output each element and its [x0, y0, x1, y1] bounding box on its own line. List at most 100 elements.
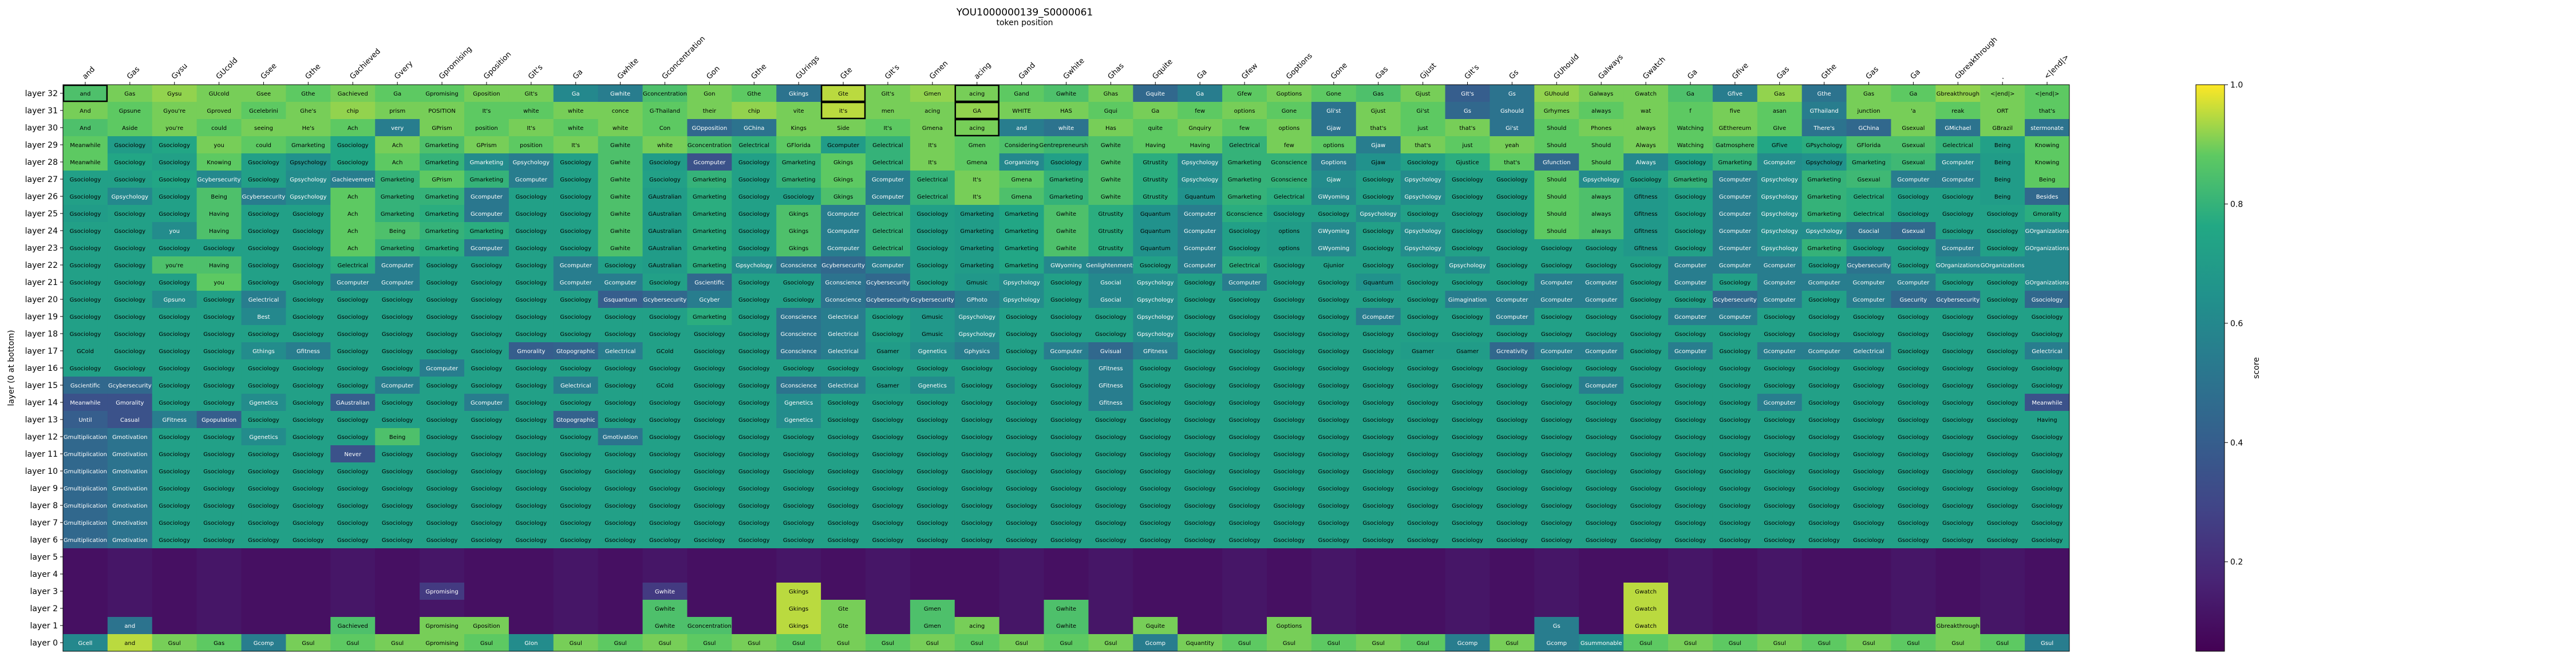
cell-label: Gcomputer [1496, 297, 1528, 303]
cell-label: Gsociology [1095, 417, 1127, 423]
cell-label: Gsociology [1229, 314, 1261, 320]
heatmap-cell [1846, 583, 1891, 600]
cell-label: GWyoming [1318, 246, 1349, 252]
cell-label: Gsociology [1274, 469, 1305, 475]
cell-label: Gpsychology [1761, 177, 1798, 183]
heatmap-cell [1757, 136, 1803, 154]
cell-label: conce [612, 108, 629, 114]
cell-label: Gsociology [114, 177, 146, 183]
heatmap-cell [1311, 583, 1357, 600]
heatmap-cell [1222, 600, 1267, 618]
cell-label: Gsociology [471, 331, 503, 338]
cell-label: Gsociology [1764, 434, 1795, 441]
cell-label: Gsociology [248, 211, 279, 217]
cell-label: Gsociology [961, 452, 993, 458]
cell-label: Gsociology [828, 520, 859, 527]
cell-label: Gsociology [560, 520, 591, 527]
heatmap-cell [420, 600, 465, 618]
cell-label: Gsociology [293, 434, 324, 441]
heatmap-cell [1935, 583, 1981, 600]
heatmap-cell [910, 188, 955, 205]
heatmap-cell [1534, 171, 1579, 188]
heatmap-cell [954, 102, 1000, 120]
heatmap-cell [910, 136, 955, 154]
heatmap-cell [1534, 102, 1579, 120]
cell-label: Gcybersecurity [643, 297, 687, 303]
heatmap-cell [508, 617, 554, 635]
heatmap-cell [776, 565, 821, 583]
cell-label: Gmultiplication [64, 503, 107, 509]
cell-label: Gsociology [738, 400, 770, 406]
cell-label: Gsociology [1184, 349, 1216, 355]
cell-label: Gwhite [1056, 211, 1076, 217]
cell-label: Gsociology [560, 246, 591, 252]
heatmap-cell [1712, 188, 1758, 205]
cell-label: Gsociology [337, 383, 369, 389]
cell-label: Gsociology [917, 486, 949, 492]
cell-label: Gwhite [610, 177, 630, 183]
cell-label: Gtopographic [556, 349, 595, 355]
heatmap-cell [1935, 548, 1981, 566]
heatmap-cell [1178, 153, 1223, 171]
y-tick-label: layer 31 [25, 106, 58, 116]
heatmap-cell [687, 565, 732, 583]
cell-label: Gsociology [1140, 263, 1171, 269]
cell-label: Gpsychology [1182, 160, 1218, 166]
cell-label: Gsul [1104, 640, 1117, 647]
y-tick-label: layer 24 [25, 227, 58, 236]
cell-label: GChina [1858, 125, 1879, 132]
heatmap-cell [63, 583, 108, 600]
heatmap-cell [152, 102, 197, 120]
cell-label: Gsociology [961, 400, 993, 406]
cell-label: Gte [838, 623, 848, 630]
cell-label: Gsociology [203, 400, 235, 406]
heatmap-cell [375, 583, 420, 600]
cell-label: Gsociology [516, 280, 547, 286]
cell-label: Gsociology [248, 263, 279, 269]
cell-label: Gfitness [1634, 211, 1658, 217]
heatmap-cell [196, 205, 242, 223]
y-tick-label: layer 6 [30, 536, 58, 545]
heatmap-cell [286, 565, 331, 583]
heatmap-cell [821, 188, 866, 205]
heatmap-cell [375, 85, 420, 102]
heatmap-cell [1846, 85, 1891, 102]
x-tick-label: and [81, 65, 97, 81]
cell-label: Gsociology [1274, 383, 1305, 389]
cell-label: Gbreakthrough [1937, 91, 1980, 97]
cell-label: Gsociology [1496, 211, 1528, 217]
cell-label: Gsociology [917, 417, 949, 423]
cell-label: Gsociology [961, 486, 993, 492]
cell-label: Gthe [301, 91, 315, 97]
cell-label: Gmorality [116, 400, 144, 406]
cell-label: Gsul [1862, 640, 1875, 647]
heatmap-cell [776, 102, 821, 120]
cell-label: Gsul [168, 640, 181, 647]
cell-label: Gsociology [1764, 314, 1795, 320]
heatmap-cell [1044, 205, 1089, 223]
heatmap-cell [420, 274, 465, 291]
cell-label: Gsociology [1006, 486, 1037, 492]
cell-label: prism [389, 108, 405, 114]
heatmap-cell [1490, 256, 1535, 274]
cell-label: Gsociology [382, 349, 413, 355]
heatmap-cell [999, 617, 1045, 635]
heatmap-cell [1712, 274, 1758, 291]
cell-label: Gsociology [1942, 469, 1974, 475]
cell-label: Gsociology [649, 331, 681, 338]
heatmap-cell [420, 565, 465, 583]
cell-label: Gsociology [114, 211, 146, 217]
heatmap-cell [1044, 188, 1089, 205]
cell-label: Gsociology [1407, 452, 1439, 458]
cell-label: Gmotivation [603, 434, 638, 441]
cell-label: Gpsune [119, 108, 141, 114]
cell-label: Gsociology [1274, 263, 1305, 269]
cell-label: Gsociology [872, 486, 904, 492]
cell-label: Gsociology [1586, 452, 1617, 458]
heatmap-cell [1623, 136, 1669, 154]
heatmap-cell [63, 274, 108, 291]
cell-label: Gsociology [1898, 503, 1929, 509]
cell-label: Gsociology [426, 537, 458, 544]
heatmap-cell [1623, 239, 1669, 257]
heatmap-cell [1445, 153, 1490, 171]
